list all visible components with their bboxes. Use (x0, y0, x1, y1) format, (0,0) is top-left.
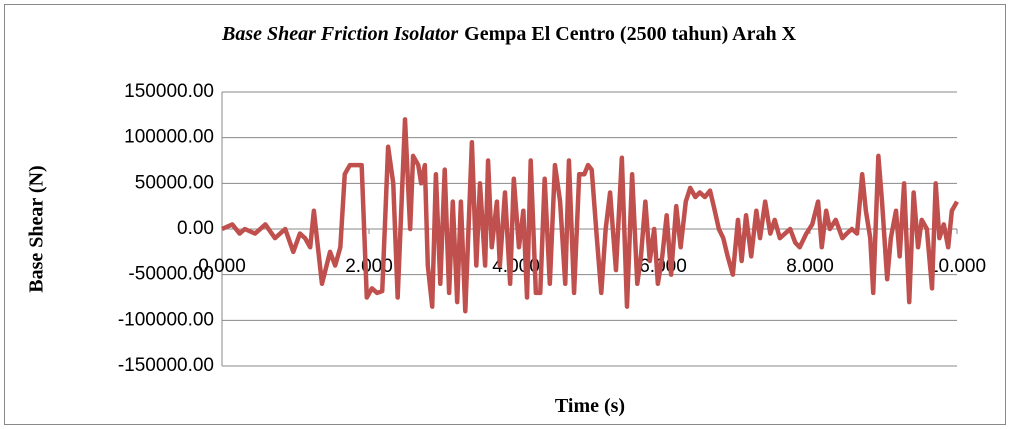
x-axis-label: Time (s) (555, 395, 625, 417)
y-tick-label: 50000.00 (135, 172, 214, 193)
chart-title: Base Shear Friction Isolator Gempa El Cen… (221, 23, 797, 45)
title-rest: Gempa El Centro (2500 tahun) Arah X (464, 23, 796, 45)
y-tick-label: -100000.00 (118, 309, 214, 330)
x-tick-label: 0.000 (198, 256, 246, 277)
y-axis-label: Base Shear (N) (26, 165, 48, 292)
y-tick-label: 100000.00 (124, 127, 214, 148)
y-tick-label: 0.00 (177, 218, 214, 239)
y-tick-label: -150000.00 (118, 355, 214, 376)
x-tick-label: 10.000 (928, 256, 986, 277)
data-line (221, 117, 959, 314)
title-italic: Base Shear Friction Isolator (221, 23, 458, 45)
y-tick-label: -50000.00 (128, 264, 214, 285)
y-tick-label: 150000.00 (124, 81, 214, 102)
x-tick-label: 8.000 (786, 256, 834, 277)
